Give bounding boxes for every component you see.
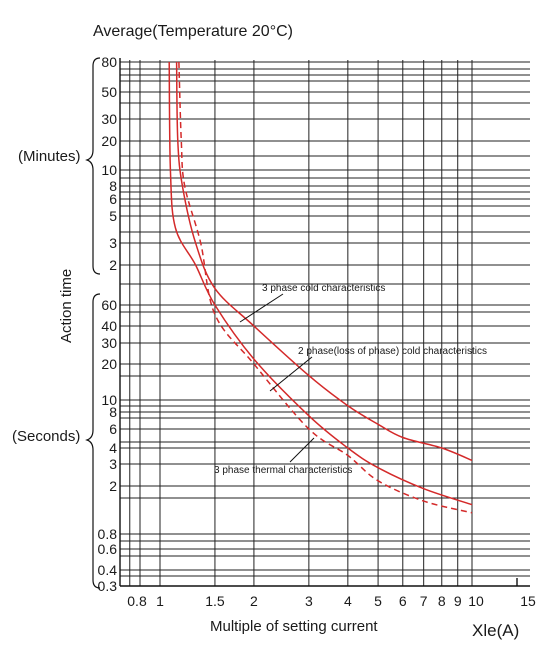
y-tick-label: 30 — [101, 335, 117, 351]
plot-frame — [119, 58, 530, 587]
x-tick-label: 8 — [438, 593, 446, 609]
series-line — [175, 61, 473, 462]
y-axis-label: Action time — [58, 269, 75, 343]
y-tick-label: 8 — [109, 178, 117, 194]
x-tick-label: 9 — [454, 593, 462, 609]
x-tick-label: 3 — [305, 593, 313, 609]
y-group-seconds-label: (Seconds) — [12, 428, 80, 445]
x-tick-label: 5 — [374, 593, 382, 609]
annotation-leader — [289, 437, 315, 463]
y-tick-label: 8 — [109, 404, 117, 420]
annotation-leader — [239, 293, 284, 323]
x-tick-label: 15 — [520, 593, 536, 609]
y-tick-label: 3 — [109, 456, 117, 472]
curve-annotations: 3 phase cold characteristics 2 phase(loss… — [214, 283, 487, 476]
y-tick-label: 0.8 — [98, 526, 118, 542]
y-tick-label: 6 — [109, 191, 117, 207]
series-annotation: 3 phase cold characteristics — [262, 283, 385, 294]
series-line — [168, 61, 473, 506]
y-tick-label: 4 — [109, 440, 117, 456]
y-tick-label: 60 — [101, 297, 117, 313]
x-tick-label: 6 — [399, 593, 407, 609]
chart-title: Average(Temperature 20°C) — [93, 23, 293, 40]
y-tick-label: 20 — [101, 133, 117, 149]
y-tick-label: 40 — [101, 318, 117, 334]
y-group-braces — [85, 57, 101, 589]
minutes-brace — [85, 57, 101, 275]
y-tick-label: 10 — [101, 162, 117, 178]
x-axis-unit: Xle(A) — [472, 621, 519, 640]
curves — [168, 61, 473, 514]
x-tick-label: 0.8 — [127, 593, 147, 609]
x-tick-label: 7 — [420, 593, 428, 609]
y-tick-label: 80 — [101, 54, 117, 70]
y-tick-labels: 8050302010865326040302010864320.80.60.40… — [98, 54, 118, 594]
y-tick-label: 3 — [109, 235, 117, 251]
y-tick-label: 20 — [101, 356, 117, 372]
x-tick-labels: 0.8 1 1.5 2 3 4 5 6 7 8 9 10 15 — [127, 593, 536, 609]
y-tick-label: 30 — [101, 111, 117, 127]
y-tick-label: 0.4 — [98, 562, 118, 578]
x-tick-label: 10 — [468, 593, 484, 609]
y-tick-label: 10 — [101, 392, 117, 408]
series-line — [178, 61, 473, 514]
series-annotation: 3 phase thermal characteristics — [214, 465, 352, 476]
y-tick-label: 0.6 — [98, 541, 118, 557]
seconds-brace — [85, 293, 101, 589]
x-tick-label: 1 — [156, 593, 164, 609]
y-group-minutes-label: (Minutes) — [18, 148, 81, 165]
annotation-leader — [269, 356, 313, 392]
x-tick-label: 2 — [250, 593, 258, 609]
x-tick-label: 1.5 — [205, 593, 225, 609]
grid — [120, 60, 530, 587]
series-annotation: 2 phase(loss of phase) cold characterist… — [298, 346, 487, 357]
y-tick-label: 6 — [109, 421, 117, 437]
y-tick-label: 2 — [109, 257, 117, 273]
y-tick-label: 50 — [101, 84, 117, 100]
x-tick-label: 4 — [344, 593, 352, 609]
y-tick-label: 0.3 — [98, 578, 118, 594]
x-axis-label: Multiple of setting current — [210, 618, 378, 635]
y-tick-label: 2 — [109, 478, 117, 494]
y-tick-label: 5 — [109, 208, 117, 224]
